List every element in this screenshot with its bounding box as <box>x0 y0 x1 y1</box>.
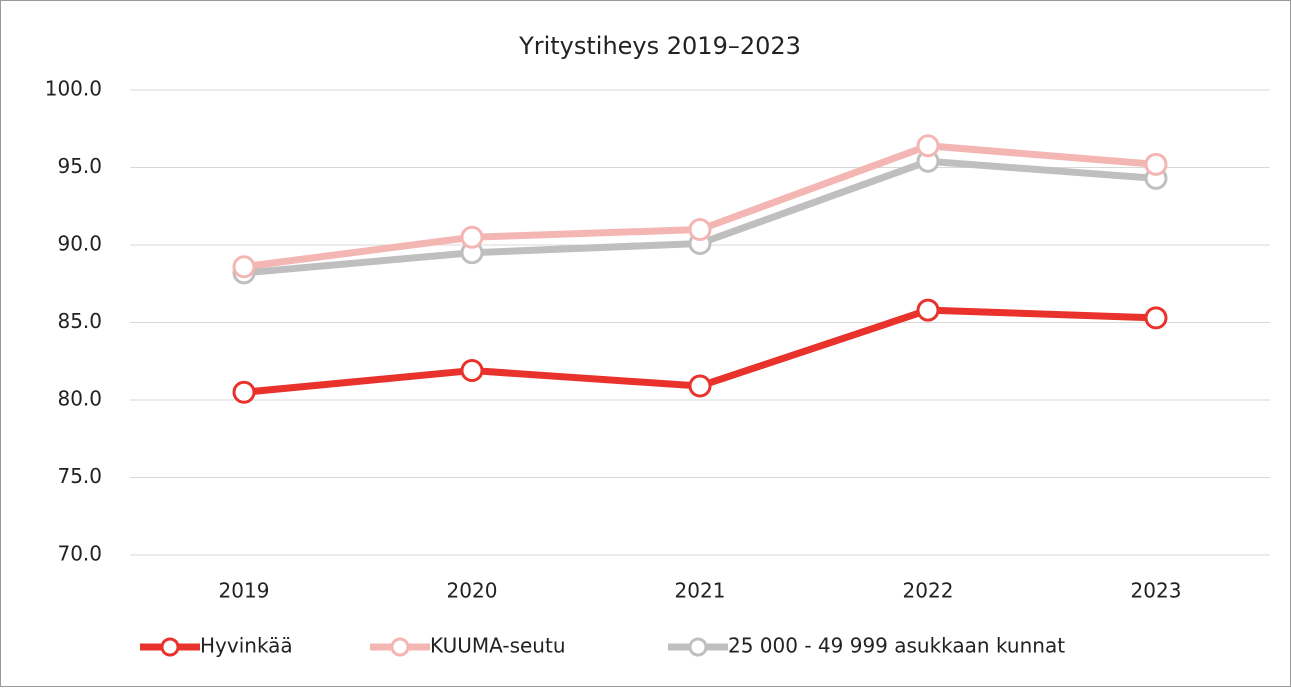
data-point <box>688 374 712 398</box>
y-tick-label: 95.0 <box>57 154 102 178</box>
legend-marker <box>160 637 180 657</box>
x-tick-label: 2020 <box>447 579 498 603</box>
data-point <box>1144 152 1168 176</box>
x-tick-label: 2021 <box>675 579 726 603</box>
legend-marker <box>390 637 410 657</box>
data-point <box>460 225 484 249</box>
data-point <box>232 380 256 404</box>
data-point <box>916 298 940 322</box>
data-point <box>232 255 256 279</box>
data-point <box>460 359 484 383</box>
legend-marker <box>688 637 708 657</box>
data-point <box>688 218 712 241</box>
data-point <box>916 134 940 158</box>
x-tick-label: 2022 <box>903 579 954 603</box>
y-tick-label: 85.0 <box>57 309 102 333</box>
y-tick-label: 70.0 <box>57 542 102 566</box>
y-tick-label: 90.0 <box>57 232 102 256</box>
x-tick-label: 2019 <box>219 579 270 603</box>
legend-label: 25 000 - 49 999 asukkaan kunnat <box>728 634 1065 658</box>
chart-title: Yritystiheys 2019–2023 <box>518 32 801 60</box>
data-point <box>1144 306 1168 330</box>
legend-label: Hyvinkää <box>200 634 293 658</box>
legend-label: KUUMA-seutu <box>430 634 566 658</box>
y-tick-label: 75.0 <box>57 464 102 488</box>
y-tick-label: 80.0 <box>57 387 102 411</box>
x-tick-label: 2023 <box>1131 579 1182 603</box>
y-tick-label: 100.0 <box>45 77 102 101</box>
